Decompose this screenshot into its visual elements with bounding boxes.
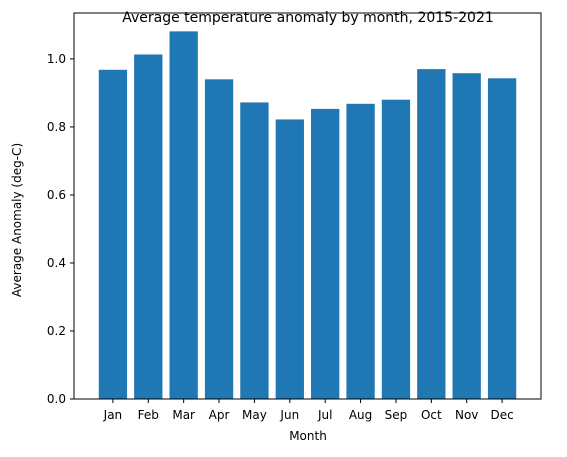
x-tick-label-oct: Oct bbox=[421, 408, 442, 422]
bar-sep bbox=[381, 99, 411, 399]
bar-jul bbox=[311, 108, 340, 400]
bar-jun bbox=[275, 119, 304, 399]
x-tick-label-jun: Jun bbox=[279, 408, 299, 422]
y-tick-label-0-8: 0.8 bbox=[47, 120, 66, 134]
x-tick-label-may: May bbox=[242, 408, 267, 422]
y-tick-label-0-6: 0.6 bbox=[47, 188, 66, 202]
bar-apr bbox=[204, 79, 234, 399]
chart-title: Average temperature anomaly by month, 20… bbox=[122, 10, 494, 26]
x-tick-label-sep: Sep bbox=[385, 408, 408, 422]
x-tick-label-apr: Apr bbox=[209, 408, 230, 422]
y-axis-ticks: 0.0 0.2 0.4 0.6 0.8 1.0 bbox=[47, 52, 74, 406]
bar-mar bbox=[169, 31, 198, 400]
x-tick-label-jan: Jan bbox=[103, 408, 123, 422]
x-axis-label: Month bbox=[289, 429, 327, 443]
bar-may bbox=[240, 102, 269, 399]
y-axis-label: Average Anomaly (deg-C) bbox=[10, 143, 24, 297]
y-tick-label-0-4: 0.4 bbox=[47, 256, 66, 270]
bar-nov bbox=[452, 73, 481, 399]
x-tick-label-jul: Jul bbox=[317, 408, 332, 422]
x-tick-label-nov: Nov bbox=[455, 408, 478, 422]
y-tick-label-0-2: 0.2 bbox=[47, 324, 66, 338]
x-tick-label-aug: Aug bbox=[349, 408, 372, 422]
y-tick-label-0-0: 0.0 bbox=[47, 392, 66, 406]
plot-frame bbox=[73, 12, 542, 400]
y-tick-label-1-0: 1.0 bbox=[47, 52, 66, 66]
bar-oct bbox=[417, 69, 446, 400]
x-axis-ticks: Jan Feb Mar Apr May Jun Jul Aug Sep Oct Nov Dec bbox=[103, 399, 514, 422]
bars-group bbox=[98, 31, 517, 400]
bar-dec bbox=[487, 78, 517, 400]
bar-feb bbox=[134, 54, 163, 400]
bar-jan bbox=[98, 69, 128, 399]
x-tick-label-mar: Mar bbox=[172, 408, 195, 422]
bar-aug bbox=[346, 103, 375, 400]
x-tick-label-feb: Feb bbox=[138, 408, 159, 422]
x-tick-label-dec: Dec bbox=[490, 408, 513, 422]
